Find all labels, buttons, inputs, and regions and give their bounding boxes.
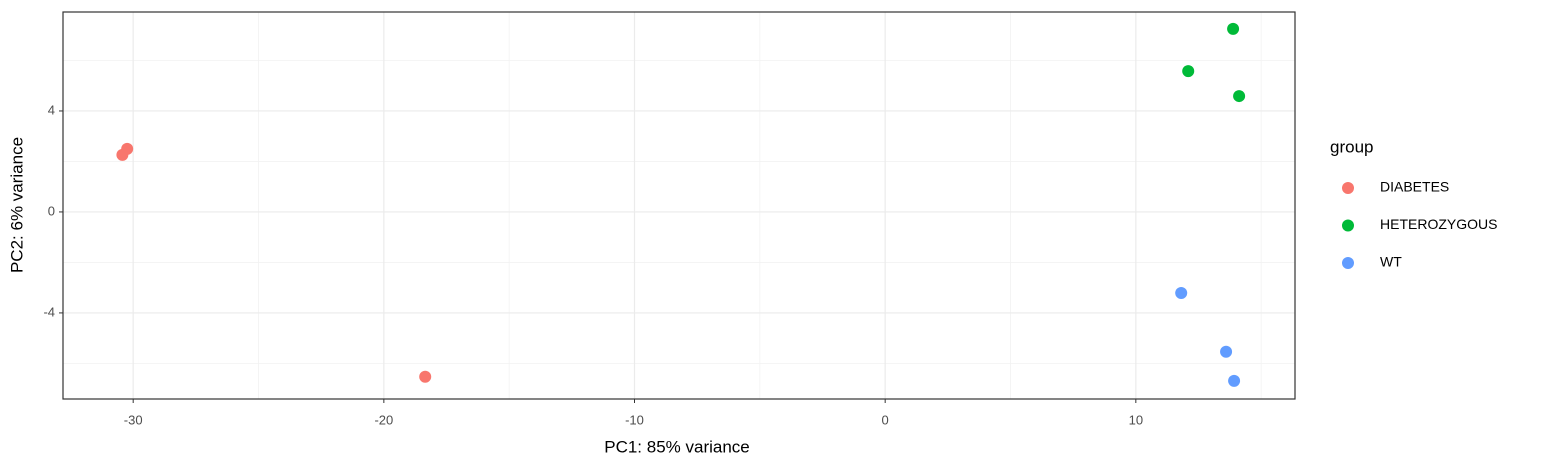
point: [1233, 90, 1246, 103]
y-axis-title: PC2: 6% variance: [7, 137, 26, 273]
x-tick-label: 10: [1129, 412, 1143, 427]
y-tick-label: 0: [48, 203, 55, 218]
x-tick-label: -20: [374, 412, 393, 427]
point: [1228, 374, 1241, 387]
point: [1227, 22, 1240, 35]
x-tick-label: -10: [625, 412, 644, 427]
x-tick-label: 0: [882, 412, 889, 427]
point: [419, 370, 432, 383]
legend-label: HETEROZYGOUS: [1380, 216, 1497, 232]
point: [1220, 345, 1233, 358]
point: [1182, 65, 1195, 78]
y-tick-label: 4: [48, 102, 55, 117]
x-tick-label: -30: [124, 412, 143, 427]
legend-title: group: [1330, 137, 1373, 156]
legend-marker: [1342, 257, 1354, 269]
legend-label: DIABETES: [1380, 179, 1449, 195]
y-tick-label: -4: [43, 304, 55, 319]
x-axis-title: PC1: 85% variance: [604, 437, 750, 456]
legend-marker: [1342, 182, 1354, 194]
point: [1175, 286, 1188, 299]
point: [121, 142, 134, 155]
legend-marker: [1342, 219, 1354, 232]
panel-border: [62, 11, 1296, 400]
legend-label: WT: [1380, 254, 1402, 270]
